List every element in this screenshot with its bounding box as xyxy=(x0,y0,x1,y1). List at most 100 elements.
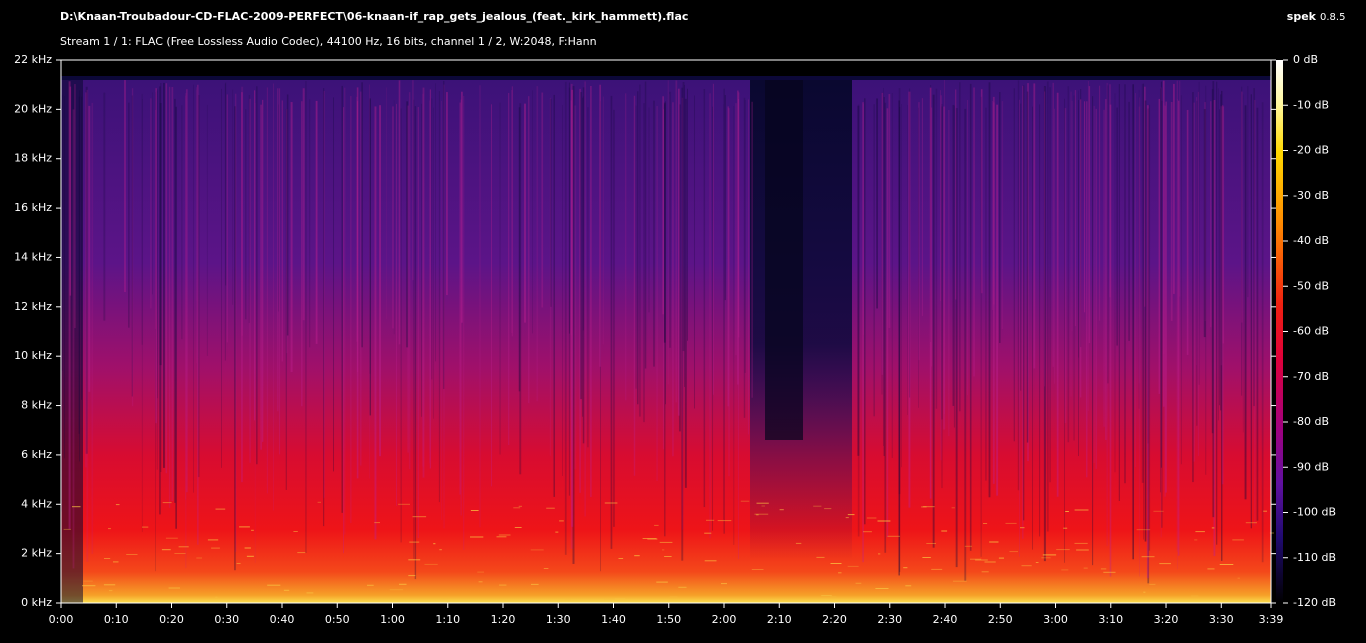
streak xyxy=(429,100,430,464)
speckle xyxy=(754,513,769,515)
streak xyxy=(980,96,982,557)
speckle xyxy=(267,584,281,586)
streak xyxy=(235,93,237,552)
speckle xyxy=(981,571,989,573)
streak xyxy=(1132,84,1134,560)
streak xyxy=(422,93,424,467)
streak xyxy=(751,101,753,398)
streak xyxy=(656,106,658,482)
colorbar-tick-label: -70 dB xyxy=(1293,370,1329,383)
speckle xyxy=(1153,510,1164,512)
speckle xyxy=(717,520,732,522)
streak xyxy=(1078,90,1079,358)
streak xyxy=(350,96,352,524)
streak xyxy=(206,104,208,356)
speckle xyxy=(779,509,784,511)
x-tick-label: 2:20 xyxy=(822,613,847,626)
streak xyxy=(909,88,911,398)
streak xyxy=(723,104,724,520)
speckle xyxy=(923,506,935,508)
colorbar-tick-label: -120 dB xyxy=(1293,596,1336,609)
speckle xyxy=(113,561,119,563)
streak xyxy=(1144,86,1146,307)
x-tick-label: 1:10 xyxy=(435,613,460,626)
speckle xyxy=(656,581,668,583)
streak xyxy=(675,80,678,403)
x-tick-label: 0:00 xyxy=(49,613,74,626)
y-tick-label: 0 kHz xyxy=(21,596,52,609)
streak xyxy=(1071,100,1073,331)
streak xyxy=(1164,105,1166,497)
speckle xyxy=(953,580,967,582)
speckle xyxy=(830,596,837,598)
streak xyxy=(254,90,256,421)
streak xyxy=(1242,94,1244,433)
streak xyxy=(664,104,666,537)
streak xyxy=(1210,101,1212,328)
streak xyxy=(221,88,222,468)
streak xyxy=(286,109,288,354)
streak xyxy=(744,99,746,373)
speckle xyxy=(126,554,138,555)
streak xyxy=(1220,94,1222,411)
streak xyxy=(1193,102,1195,462)
streak xyxy=(644,81,647,369)
streak xyxy=(574,105,577,470)
x-tick-label: 3:20 xyxy=(1154,613,1179,626)
speckle xyxy=(1237,577,1240,579)
streak xyxy=(590,85,592,497)
streak xyxy=(379,105,381,457)
streak xyxy=(562,104,563,476)
streak xyxy=(672,102,674,457)
streak xyxy=(1019,99,1020,557)
speckle xyxy=(1074,509,1089,511)
streak xyxy=(422,87,425,478)
streak xyxy=(918,102,920,361)
speckle xyxy=(1159,563,1171,565)
streak xyxy=(1196,97,1198,366)
speckle xyxy=(1207,568,1215,570)
speckle xyxy=(838,572,842,574)
streak xyxy=(197,84,199,545)
streak xyxy=(344,87,346,535)
speckle xyxy=(975,559,988,561)
streak xyxy=(85,92,87,468)
speckle xyxy=(317,501,321,503)
streak xyxy=(1027,83,1029,462)
streak xyxy=(935,88,938,409)
streak xyxy=(1146,105,1149,579)
streak xyxy=(369,84,370,479)
streak xyxy=(224,83,226,361)
streak xyxy=(864,98,866,525)
colorbar-tick-label: -80 dB xyxy=(1293,415,1329,428)
speckle xyxy=(543,568,549,569)
streak xyxy=(193,84,194,493)
streak xyxy=(955,108,958,568)
streak xyxy=(245,109,247,320)
streak xyxy=(197,95,200,478)
streak xyxy=(1106,82,1108,546)
speckle xyxy=(555,531,559,533)
streak xyxy=(1180,95,1182,465)
streak xyxy=(1213,100,1216,557)
streak xyxy=(1244,105,1247,500)
streak xyxy=(985,107,987,481)
streak xyxy=(941,106,943,420)
speckle xyxy=(374,522,380,524)
speckle xyxy=(821,595,832,597)
speckle xyxy=(518,505,522,507)
speckle xyxy=(236,563,241,564)
streak xyxy=(256,86,258,465)
streak xyxy=(1114,93,1116,473)
streak xyxy=(992,101,994,311)
streak xyxy=(733,105,735,545)
speckle xyxy=(659,541,673,543)
streak xyxy=(155,88,157,424)
colorbar-tick-label: 0 dB xyxy=(1293,53,1318,66)
streak xyxy=(1205,85,1207,475)
y-tick-label: 6 kHz xyxy=(21,448,52,461)
streak xyxy=(519,103,522,475)
streak xyxy=(709,93,711,539)
streak xyxy=(88,105,91,392)
